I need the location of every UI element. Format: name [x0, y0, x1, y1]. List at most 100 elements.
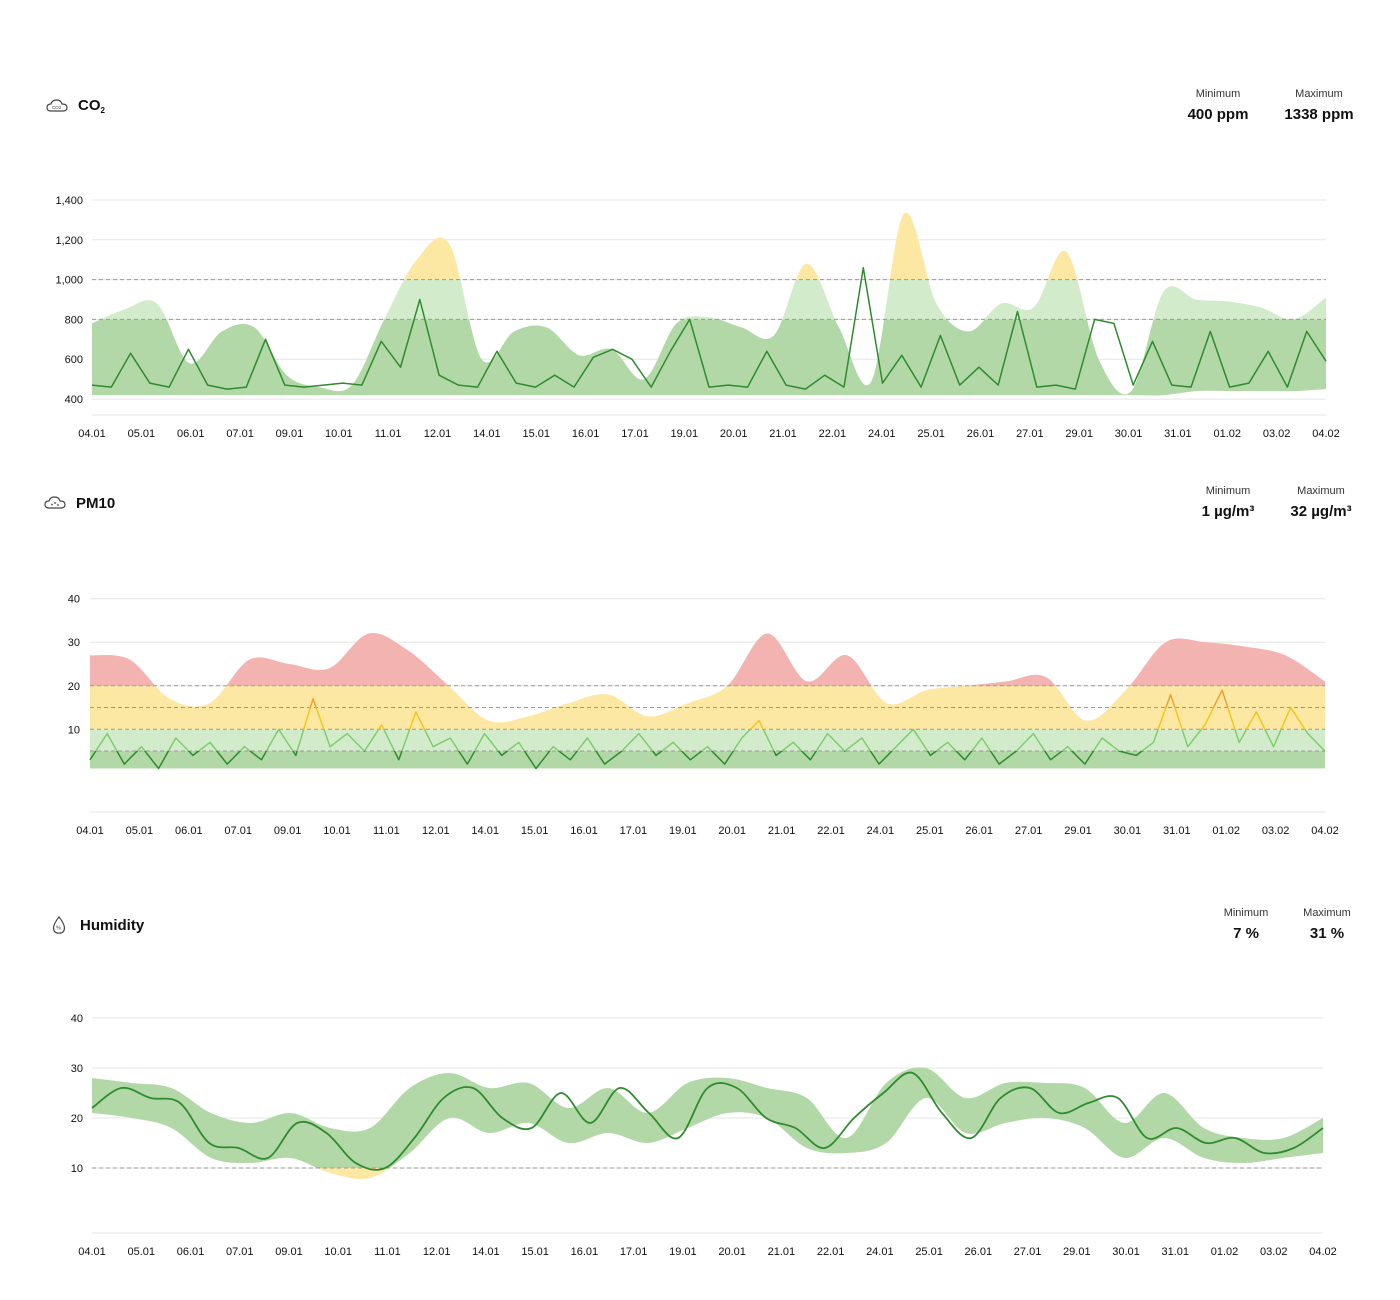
humidity-x-tick-label: 17.01 [620, 1246, 648, 1258]
humidity-x-tick-label: 15.01 [521, 1246, 549, 1258]
co2-chart: 400 600 800 1,000 1,200 1,400 04.01 05.01 06.01 0… [55, 195, 1339, 440]
droplet-percent-icon: % [52, 915, 66, 934]
pm10-y-tick-label: 10 [68, 724, 80, 736]
cloud-pm-icon [44, 496, 66, 509]
co2-x-tick-label: 14.01 [473, 428, 501, 440]
pm10-title-row: PM10 [44, 493, 115, 513]
humidity-x-tick-label: 04.02 [1309, 1246, 1337, 1258]
pm10-min-label: Minimum [1205, 485, 1251, 497]
co2-series-line [91, 266, 1327, 390]
pm10-x-tick-label: 03.02 [1262, 825, 1290, 837]
pm10-max-label: Maximum [1297, 485, 1345, 497]
co2-x-tick-label: 20.01 [720, 428, 748, 440]
co2-x-tick-label: 04.01 [78, 428, 106, 440]
co2-x-tick-label: 21.01 [769, 428, 797, 440]
co2-y-tick-label: 1,400 [55, 195, 83, 207]
humidity-x-tick-label: 14.01 [472, 1246, 500, 1258]
humidity-y-tick-label: 40 [71, 1013, 83, 1025]
humidity-range-band [92, 1067, 1323, 1180]
pm10-title: PM10 [76, 494, 116, 512]
humidity-x-tick-label: 31.01 [1162, 1246, 1190, 1258]
pm10-x-tick-label: 06.01 [175, 825, 203, 837]
pm10-x-tick-label: 19.01 [669, 825, 697, 837]
co2-x-tick-label: 22.01 [819, 428, 847, 440]
co2-x-tick-label: 25.01 [917, 428, 945, 440]
humidity-max-value: 31 % [1309, 925, 1345, 942]
pm10-minimum: Minimum 1 µg/m³ [1192, 485, 1264, 520]
pm10-x-tick-label: 09.01 [274, 825, 302, 837]
humidity-min-value: 7 % [1233, 925, 1259, 942]
humidity-x-tick-label: 24.01 [866, 1246, 894, 1258]
humidity-min-label: Minimum [1223, 907, 1269, 919]
co2-y-tick-label: 600 [65, 354, 83, 366]
pm10-x-tick-label: 25.01 [916, 825, 944, 837]
pm10-x-tick-label: 22.01 [817, 825, 845, 837]
humidity-x-tick-label: 22.01 [817, 1246, 845, 1258]
humidity-x-tick-label: 19.01 [669, 1246, 697, 1258]
pm10-panel: PM10 Minimum 1 µg/m³ Maximum 32 µg/m³ 10… [44, 485, 1362, 837]
pm10-x-tick-label: 16.01 [570, 825, 598, 837]
pm10-series-line [89, 689, 1326, 770]
humidity-x-tick-label: 11.01 [374, 1246, 401, 1258]
humidity-x-tick-label: 01.02 [1211, 1246, 1239, 1258]
humidity-x-tick-label: 12.01 [423, 1246, 451, 1258]
co2-min-value: 400 ppm [1187, 106, 1249, 123]
co2-x-tick-label: 07.01 [226, 428, 254, 440]
humidity-x-tick-label: 05.01 [127, 1246, 155, 1258]
humidity-x-tick-label: 26.01 [965, 1246, 993, 1258]
humidity-y-tick-label: 10 [71, 1163, 83, 1175]
pm10-maximum: Maximum 32 µg/m³ [1280, 485, 1362, 520]
co2-max-value: 1338 ppm [1284, 106, 1354, 123]
humidity-x-tick-label: 04.01 [78, 1246, 106, 1258]
humidity-x-tick-label: 25.01 [915, 1246, 943, 1258]
humidity-y-tick-label: 20 [71, 1113, 83, 1125]
pm10-x-tick-label: 24.01 [867, 825, 895, 837]
co2-x-tick-label: 30.01 [1115, 428, 1143, 440]
co2-y-tick-label: 800 [65, 314, 83, 326]
co2-y-tick-label: 1,000 [55, 275, 83, 287]
pm10-x-tick-label: 15.01 [521, 825, 549, 837]
pm10-x-tick-label: 20.01 [718, 825, 746, 837]
cloud-co2-icon: CO2 [46, 99, 68, 112]
humidity-x-tick-label: 21.01 [768, 1246, 796, 1258]
co2-x-tick-label: 09.01 [276, 428, 304, 440]
pm10-range-band [90, 633, 1325, 769]
co2-title-row: CO2 CO2 [46, 96, 105, 116]
pm10-x-tick-label: 30.01 [1114, 825, 1142, 837]
pm10-x-tick-label: 01.02 [1212, 825, 1240, 837]
humidity-series-line [91, 1071, 1324, 1171]
co2-x-tick-label: 19.01 [671, 428, 699, 440]
pm10-x-tick-label: 27.01 [1015, 825, 1043, 837]
humidity-x-tick-label: 20.01 [718, 1246, 746, 1258]
pm10-min-value: 1 µg/m³ [1201, 503, 1255, 520]
co2-x-tick-label: 12.01 [424, 428, 452, 440]
co2-range-band [92, 212, 1326, 396]
humidity-x-tick-label: 03.02 [1260, 1246, 1288, 1258]
co2-x-tick-label: 24.01 [868, 428, 896, 440]
co2-x-tick-label: 29.01 [1065, 428, 1093, 440]
co2-x-tick-label: 10.01 [325, 428, 353, 440]
co2-x-tick-label: 05.01 [128, 428, 156, 440]
co2-y-tick-label: 400 [65, 394, 83, 406]
co2-x-tick-label: 17.01 [621, 428, 649, 440]
co2-title: CO2 [78, 97, 105, 115]
humidity-x-tick-label: 10.01 [324, 1246, 352, 1258]
humidity-x-tick-label: 30.01 [1112, 1246, 1140, 1258]
co2-x-tick-label: 01.02 [1214, 428, 1242, 440]
co2-minimum: Minimum 400 ppm [1182, 88, 1254, 123]
co2-x-tick-label: 03.02 [1263, 428, 1291, 440]
pm10-x-tick-label: 04.01 [76, 825, 104, 837]
co2-y-tick-label: 1,200 [55, 235, 83, 247]
pm10-y-tick-label: 20 [68, 681, 80, 693]
pm10-x-tick-label: 12.01 [422, 825, 450, 837]
humidity-x-tick-label: 09.01 [275, 1246, 303, 1258]
pm10-x-tick-label: 14.01 [471, 825, 499, 837]
co2-min-label: Minimum [1195, 88, 1241, 100]
co2-x-tick-label: 27.01 [1016, 428, 1044, 440]
pm10-x-tick-label: 11.01 [373, 825, 400, 837]
svg-text:CO2: CO2 [52, 105, 62, 110]
pm10-chart: 10 20 30 40 04.01 05.01 06.01 07.01 09.01 10.01 11… [68, 594, 1339, 837]
co2-x-tick-label: 31.01 [1164, 428, 1192, 440]
co2-x-tick-label: 06.01 [177, 428, 205, 440]
